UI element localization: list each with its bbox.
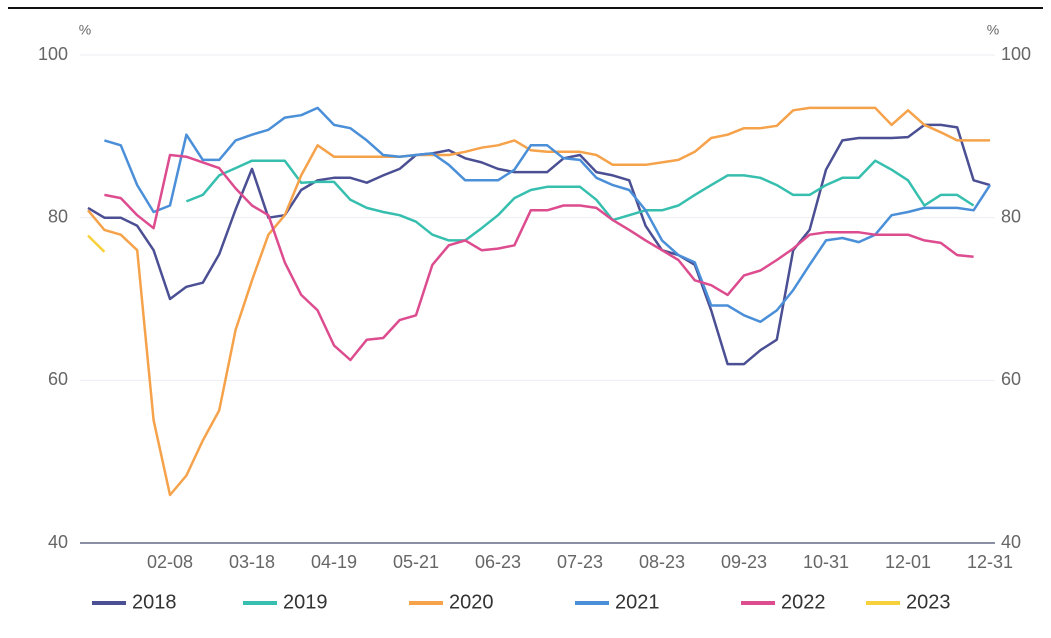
legend-label: 2018 — [132, 591, 177, 613]
y-unit: % — [79, 22, 91, 38]
series-line — [87, 106, 990, 497]
y-tick-label: 40 — [48, 532, 68, 552]
legend-label: 2023 — [906, 591, 951, 613]
y2-tick-label: 60 — [1001, 369, 1021, 389]
legend-label: 2021 — [615, 591, 660, 613]
legend-label: 2019 — [283, 591, 328, 613]
series-line — [104, 153, 974, 362]
y-tick-label: 60 — [48, 369, 68, 389]
legend-label: 2022 — [781, 591, 826, 613]
series-line — [87, 234, 106, 253]
x-tick-label: 07-23 — [557, 552, 603, 572]
y2-tick-label: 80 — [1001, 206, 1021, 226]
legend-label: 2020 — [449, 591, 494, 613]
x-tick-label: 10-31 — [803, 552, 849, 572]
series-line — [87, 123, 991, 366]
y2-tick-label: 100 — [1001, 44, 1031, 64]
y2-tick-label: 40 — [1001, 532, 1021, 552]
y-tick-label: 100 — [38, 44, 68, 64]
x-tick-label: 05-21 — [393, 552, 439, 572]
x-tick-label: 08-23 — [639, 552, 685, 572]
x-tick-label: 03-18 — [229, 552, 275, 572]
series-line — [104, 106, 992, 324]
y-tick-label: 80 — [48, 206, 68, 226]
x-tick-label: 12-01 — [885, 552, 931, 572]
x-tick-label: 06-23 — [475, 552, 521, 572]
x-tick-label: 09-23 — [721, 552, 767, 572]
series-line — [185, 159, 975, 242]
x-tick-label: 04-19 — [311, 552, 357, 572]
x-tick-label: 02-08 — [147, 552, 193, 572]
x-tick-label: 12-31 — [967, 552, 1013, 572]
y2-unit: % — [987, 22, 999, 38]
